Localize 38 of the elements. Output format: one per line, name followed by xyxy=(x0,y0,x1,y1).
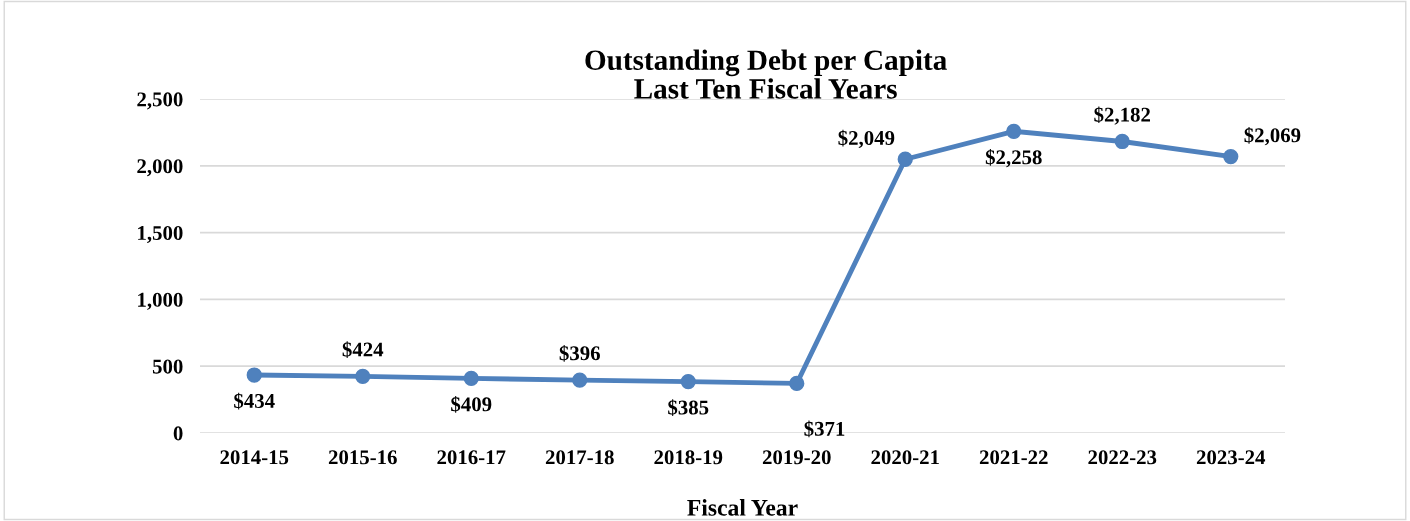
y-tick-label: 1,000 xyxy=(138,292,183,310)
data-label: $385 xyxy=(668,399,709,416)
y-tick-label: 1,500 xyxy=(138,225,183,244)
chart-title: Outstanding Debt per Capita Last Ten Fiscal Years xyxy=(585,49,947,99)
x-tick-label: 2022-23 xyxy=(1088,450,1157,465)
point xyxy=(1114,133,1130,150)
point xyxy=(355,368,371,384)
point xyxy=(1223,148,1239,165)
data-label: $424 xyxy=(342,341,384,358)
x-tick-label: 2014-15 xyxy=(220,450,289,465)
y-tick-label: 2,500 xyxy=(137,92,183,110)
x-tick-label: 2020-21 xyxy=(871,450,939,465)
point xyxy=(897,151,913,167)
point xyxy=(680,373,696,390)
y-tick-label: 500 xyxy=(152,359,183,374)
x-tick-label: 2017-18 xyxy=(545,450,614,465)
point xyxy=(1006,123,1022,139)
x-tick-label: 2019-20 xyxy=(762,450,831,465)
x-tick-label: 2015-16 xyxy=(328,450,397,465)
x-tick-label: 2023-24 xyxy=(1196,450,1266,465)
data-label: $2,258 xyxy=(985,149,1042,168)
point xyxy=(572,372,588,388)
x-tick-label: 2021-22 xyxy=(979,450,1048,465)
x-tick-label: 2016-17 xyxy=(437,450,506,465)
y-tick-label: 2,000 xyxy=(137,159,183,177)
data-label: $371 xyxy=(804,420,845,438)
point xyxy=(789,375,805,392)
data-label: $2,182 xyxy=(1094,106,1150,125)
x-tick-label: 2018-19 xyxy=(654,450,723,465)
data-label: $2,069 xyxy=(1244,127,1301,146)
point xyxy=(463,370,479,386)
data-label: $409 xyxy=(451,396,492,413)
data-label: $396 xyxy=(559,345,600,362)
data-label: $434 xyxy=(234,392,275,410)
x-axis-title: Fiscal Year xyxy=(687,499,798,516)
y-tick-label: 0 xyxy=(173,426,183,441)
point xyxy=(246,367,262,383)
data-label: $2,049 xyxy=(838,129,895,149)
